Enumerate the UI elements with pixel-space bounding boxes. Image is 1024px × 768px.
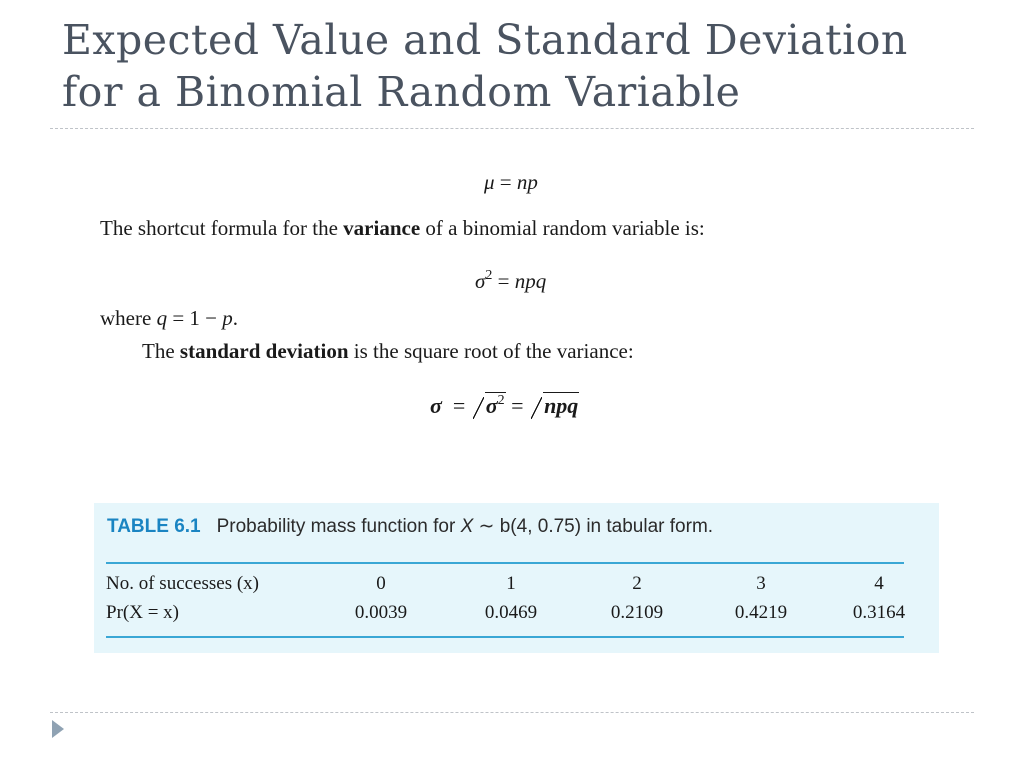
footer-divider <box>50 712 974 713</box>
sd-inner-exponent: 2 <box>497 393 505 408</box>
table-cell: 3 <box>756 573 766 594</box>
row-header-successes: No. of successes (x) <box>106 573 260 594</box>
table-bottom-rule <box>106 636 904 638</box>
sd-equals-1: = <box>441 393 471 418</box>
sd-intro-text: The standard deviation is the square roo… <box>142 339 634 364</box>
table-cell: 0.0469 <box>484 602 538 623</box>
title-divider <box>50 128 974 129</box>
standard-deviation-term: standard deviation <box>179 339 349 363</box>
table-cell: 0.0039 <box>354 602 408 623</box>
table-row: No. of successes (x) 0 1 2 3 4 <box>106 573 904 599</box>
table-label: TABLE 6.1 <box>107 516 201 537</box>
where-mid: = 1 − <box>167 306 223 330</box>
sd-equals-2: = <box>505 393 530 418</box>
table-cell: 2 <box>632 573 642 594</box>
table-top-rule <box>106 562 904 564</box>
table-cell: 4 <box>874 573 884 594</box>
variance-expression: npq <box>514 269 547 293</box>
probability-table: TABLE 6.1 Probability mass function for X… <box>94 503 939 653</box>
table-cell: 0.4219 <box>734 602 788 623</box>
sd-symbol: σ <box>430 393 442 418</box>
variance-formula: σ2 = npq <box>475 268 546 294</box>
table-caption-x: X <box>460 516 474 537</box>
square-root-sign: σ2 <box>472 392 506 419</box>
variance-intro-text: The shortcut formula for the variance of… <box>100 216 705 241</box>
table-cell: 0.2109 <box>610 602 664 623</box>
sd-inner-symbol: σ <box>485 393 498 418</box>
mean-formula: μ = np <box>484 170 538 195</box>
standard-deviation-formula: σ = σ2 = npq <box>430 392 580 419</box>
table-cell: 1 <box>506 573 516 594</box>
slide-title: Expected Value and Standard Deviation fo… <box>62 14 1002 118</box>
variance-symbol: σ <box>475 269 486 293</box>
sd-intro-post: is the square root of the variance: <box>348 339 634 363</box>
sd-expression: npq <box>543 392 580 418</box>
sd-intro-pre: The <box>142 339 180 363</box>
where-q: q <box>156 306 168 330</box>
mean-symbol: μ <box>484 170 495 194</box>
square-root-sign-2: npq <box>531 392 580 419</box>
where-post: . <box>232 306 238 330</box>
where-pre: where <box>100 306 157 330</box>
slide-title-line-1: Expected Value and Standard Deviation <box>62 16 908 64</box>
variance-term: variance <box>343 216 421 240</box>
variance-exponent: 2 <box>485 268 493 283</box>
variance-intro-pre: The shortcut formula for the <box>100 216 344 240</box>
q-definition-text: where q = 1 − p. <box>100 306 238 331</box>
row-header-probability: Pr(X = x) <box>106 602 179 623</box>
table-caption: TABLE 6.1 Probability mass function for X… <box>107 515 713 538</box>
table-cell: 0 <box>376 573 386 594</box>
table-cell: 0.3164 <box>852 602 906 623</box>
table-caption-pre: Probability mass function for <box>216 516 461 537</box>
mean-expression: np <box>516 170 538 194</box>
variance-intro-post: of a binomial random variable is: <box>420 216 705 240</box>
slide-title-line-2: for a Binomial Random Variable <box>62 68 741 116</box>
table-row: Pr(X = x) 0.0039 0.0469 0.2109 0.4219 0.… <box>106 602 905 628</box>
variance-equals: = <box>492 269 515 293</box>
where-p: p <box>222 306 233 330</box>
triangle-right-icon <box>52 720 64 738</box>
table-caption-post: ∼ b(4, 0.75) in tabular form. <box>473 516 714 537</box>
mean-equals: = <box>494 170 517 194</box>
